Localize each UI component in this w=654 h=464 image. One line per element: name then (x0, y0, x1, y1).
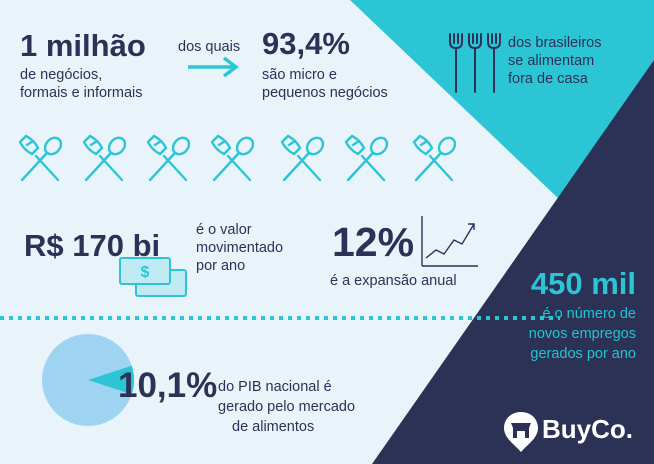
cutlery-icon (82, 133, 130, 182)
small-business-caption-1: são micro e (262, 67, 337, 83)
growth-value: 12% (332, 219, 415, 265)
cutlery-icon (18, 133, 66, 182)
revenue-caption-2: movimentado (196, 240, 284, 256)
cutlery-icon (146, 133, 194, 182)
businesses-caption-2: formais e informais (20, 85, 143, 101)
revenue-caption-1: é o valor (196, 222, 252, 238)
gdp-caption-1: do PIB nacional é (218, 379, 332, 395)
eat-out-caption-3: fora de casa (508, 71, 588, 87)
jobs-caption-1: é o número de (542, 306, 636, 322)
growth-chart-icon (421, 216, 478, 267)
connector-text: dos quais (178, 39, 241, 55)
cutlery-icon (412, 133, 460, 182)
gdp-caption-3: de alimentos (232, 419, 315, 435)
eat-out-caption-2: se alimentam (508, 53, 595, 69)
cutlery-icon (280, 133, 328, 182)
fork-icon (449, 33, 501, 93)
jobs-caption-2: novos empregos (528, 326, 636, 342)
pie-slice (88, 365, 134, 395)
small-business-caption-2: pequenos negócios (262, 85, 388, 101)
revenue-value: R$ 170 bi (24, 228, 161, 263)
gdp-caption-2: gerado pelo mercado (218, 399, 356, 415)
jobs-caption-3: gerados por ano (530, 346, 636, 362)
cutlery-icon (344, 133, 392, 182)
cutlery-icon (210, 133, 258, 182)
growth-caption: é a expansão anual (330, 273, 457, 289)
businesses-value: 1 milhão (20, 28, 146, 63)
eat-out-caption-1: dos brasileiros (508, 35, 602, 51)
cutlery-row (18, 133, 460, 182)
pie-chart-icon (42, 334, 134, 426)
money-bills-icon: $ (119, 257, 187, 297)
buyco-logo-icon (504, 412, 538, 452)
small-business-value: 93,4% (262, 26, 350, 61)
brand-name: BuyCo. (542, 414, 633, 444)
businesses-caption-1: de negócios, (20, 67, 103, 83)
revenue-caption-3: por ano (196, 258, 246, 274)
svg-text:$: $ (141, 264, 150, 281)
arrow-right-icon (188, 56, 239, 78)
jobs-value: 450 mil (530, 266, 636, 301)
gdp-value: 10,1% (118, 366, 218, 405)
